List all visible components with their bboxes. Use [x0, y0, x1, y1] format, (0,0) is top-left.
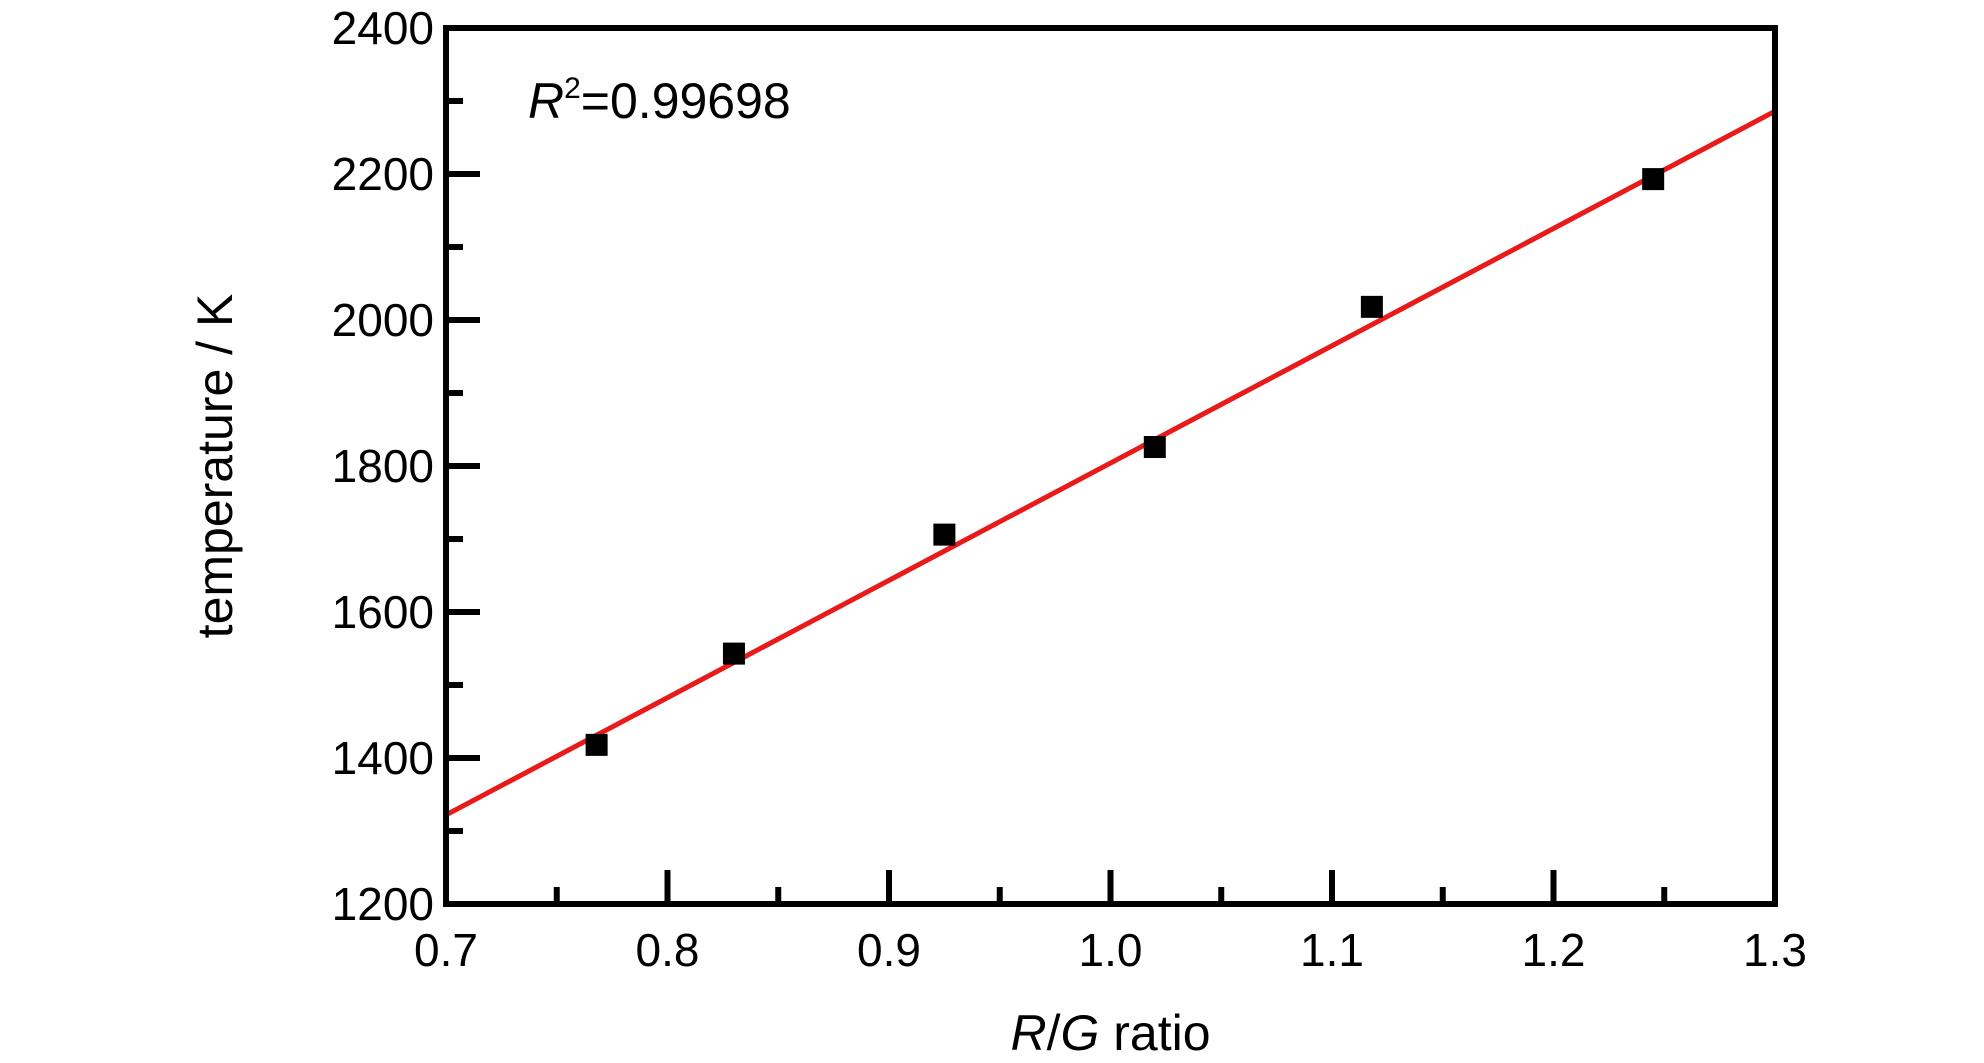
- r-squared-value: =0.99698: [581, 73, 791, 129]
- data-point: [1360, 295, 1383, 318]
- data-point: [1642, 168, 1665, 191]
- x-label-g: G: [1060, 1005, 1099, 1061]
- x-label-r: R: [1010, 1005, 1046, 1061]
- y-tick-label: 2400: [332, 2, 434, 54]
- minor-ticks: [446, 98, 1668, 904]
- y-tick-label: 1400: [332, 732, 434, 784]
- x-tick-label: 1.3: [1743, 924, 1807, 976]
- plot-frame: [443, 25, 1778, 907]
- x-tick-label: 1.1: [1300, 924, 1364, 976]
- x-label-rest: ratio: [1099, 1005, 1210, 1061]
- x-tick-labels: 0.7 0.8 0.9 1.0 1.1 1.2 1.3: [414, 924, 1807, 976]
- data-point: [1143, 436, 1166, 459]
- x-tick-label: 0.9: [857, 924, 921, 976]
- x-label-slash: /: [1047, 1005, 1061, 1061]
- data-point: [933, 523, 956, 546]
- y-tick-label: 1600: [332, 586, 434, 638]
- x-axis-label: R/G ratio: [1010, 1005, 1210, 1061]
- x-tick-label: 1.0: [1079, 924, 1143, 976]
- x-tick-label: 1.2: [1522, 924, 1586, 976]
- y-tick-label: 1200: [332, 878, 434, 930]
- r-squared-annotation: R2=0.99698: [528, 72, 791, 129]
- r-superscript: 2: [564, 72, 581, 105]
- data-point: [585, 733, 608, 756]
- x-tick-label: 0.8: [636, 924, 700, 976]
- data-point: [722, 642, 745, 665]
- major-ticks: [443, 25, 1778, 907]
- y-axis-label: temperature / K: [187, 294, 243, 639]
- y-tick-labels: 1200 1400 1600 1800 2000 2200 2400: [332, 2, 434, 930]
- y-tick-label: 2200: [332, 148, 434, 200]
- y-tick-label: 1800: [332, 440, 434, 492]
- y-tick-label: 2000: [332, 294, 434, 346]
- fit-line: [444, 109, 1777, 818]
- r-symbol: R: [528, 73, 564, 129]
- x-tick-label: 0.7: [414, 924, 478, 976]
- data-points: [585, 168, 1665, 756]
